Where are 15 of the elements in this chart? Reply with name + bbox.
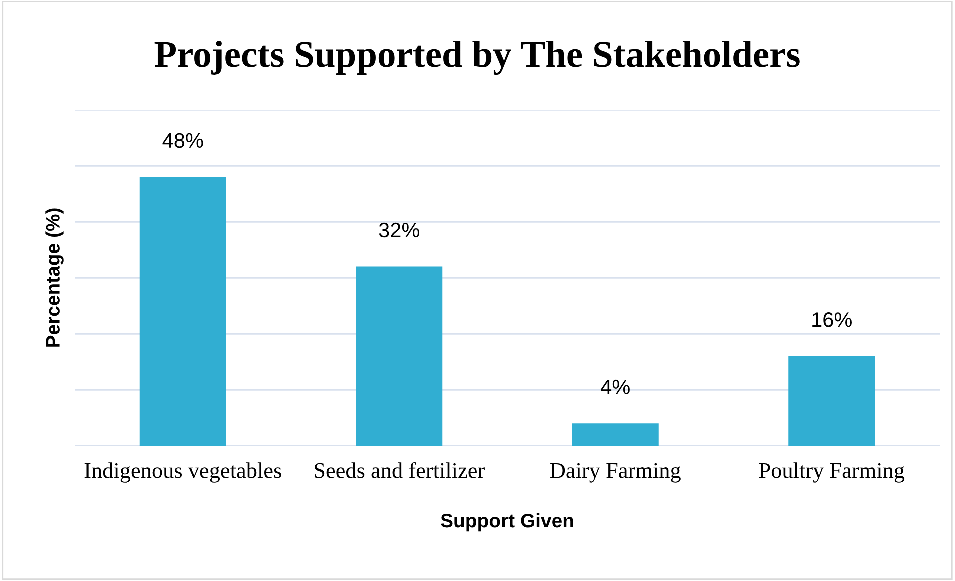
- y-axis-title: Percentage (%): [46, 208, 64, 347]
- x-tick-label: Poultry Farming: [759, 462, 905, 483]
- x-axis-title: Support Given: [441, 513, 574, 532]
- bar: [356, 266, 443, 446]
- data-label: 48%: [162, 133, 204, 148]
- data-label: 16%: [812, 312, 852, 328]
- x-tick-label: Indigenous vegetables: [84, 462, 282, 483]
- x-tick-label: Dairy Farming: [550, 463, 681, 483]
- bar: [572, 424, 659, 446]
- data-label: 4%: [601, 380, 630, 394]
- chart-title: Projects Supported by The Stakeholders: [154, 40, 800, 76]
- bar: [140, 177, 226, 446]
- bar: [788, 356, 876, 446]
- x-tick-label: Seeds and fertilizer: [315, 462, 485, 478]
- data-label: 32%: [379, 222, 420, 238]
